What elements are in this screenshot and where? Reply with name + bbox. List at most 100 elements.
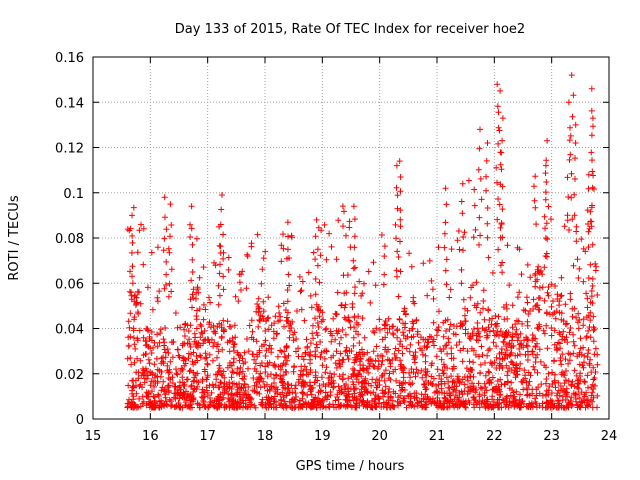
data-point	[255, 323, 262, 330]
data-point	[233, 404, 240, 411]
data-point-peak	[219, 192, 225, 198]
data-point	[461, 381, 468, 388]
data-point	[584, 372, 591, 379]
data-point	[323, 364, 330, 371]
data-point	[268, 383, 274, 390]
y-tick-label: 0.04	[55, 323, 84, 338]
data-point	[556, 302, 563, 309]
data-point	[472, 351, 479, 358]
data-point	[444, 398, 450, 405]
data-point	[513, 399, 520, 406]
data-point	[162, 325, 169, 331]
data-point	[288, 234, 295, 241]
data-point	[342, 348, 349, 355]
data-point	[322, 326, 329, 333]
data-point-peak	[352, 284, 358, 291]
data-point	[420, 336, 427, 343]
data-point-peak	[312, 291, 319, 298]
data-point-peak	[585, 171, 592, 178]
data-point	[302, 350, 309, 357]
data-point-peak	[573, 228, 580, 235]
data-point	[407, 374, 414, 381]
data-point	[524, 261, 531, 268]
data-point	[532, 283, 539, 290]
data-point	[299, 278, 306, 285]
data-point	[210, 402, 217, 409]
data-point	[329, 332, 336, 339]
data-point	[369, 376, 376, 383]
data-point	[236, 403, 243, 410]
data-point	[471, 404, 478, 411]
data-point	[160, 378, 167, 385]
data-point	[409, 325, 416, 332]
data-point	[575, 275, 582, 281]
data-point	[393, 377, 400, 384]
data-point	[353, 395, 360, 402]
data-point	[532, 359, 539, 365]
data-point	[512, 321, 519, 328]
data-point	[577, 370, 584, 377]
data-point	[395, 293, 402, 300]
data-point	[363, 388, 370, 395]
data-point	[435, 324, 442, 330]
data-point	[210, 322, 217, 329]
data-point	[130, 384, 137, 391]
data-point	[325, 375, 332, 381]
data-point	[323, 348, 330, 355]
data-point	[503, 401, 510, 408]
data-point	[433, 402, 440, 409]
data-point	[481, 400, 488, 407]
data-point	[236, 394, 243, 400]
data-point	[447, 286, 454, 293]
data-point	[175, 389, 182, 396]
data-point	[257, 375, 264, 382]
data-point	[531, 197, 538, 204]
data-point	[365, 357, 372, 364]
data-point	[576, 265, 583, 272]
data-point	[255, 295, 262, 302]
data-point	[307, 340, 314, 347]
data-point	[504, 393, 511, 400]
data-point	[360, 397, 367, 404]
data-point-peak	[494, 103, 501, 110]
data-point	[282, 361, 289, 368]
data-point	[460, 296, 467, 303]
data-point	[458, 388, 465, 395]
data-point	[246, 399, 253, 406]
data-point-peak	[459, 210, 466, 217]
data-point	[519, 379, 526, 386]
x-tick-label: 23	[543, 429, 560, 444]
data-point	[125, 334, 132, 341]
data-point-peak	[499, 115, 506, 122]
data-point	[585, 327, 592, 334]
data-point	[511, 403, 518, 410]
data-point	[241, 349, 248, 356]
data-point	[358, 380, 365, 386]
data-point	[301, 317, 308, 324]
data-point	[143, 393, 150, 400]
data-point	[215, 348, 222, 355]
data-point	[155, 393, 162, 399]
data-point	[418, 367, 425, 374]
data-point	[236, 279, 243, 286]
data-point-peak	[564, 212, 571, 219]
data-point-peak	[163, 271, 170, 278]
data-point-peak	[393, 235, 399, 242]
data-point	[572, 396, 579, 402]
data-point	[450, 402, 457, 409]
data-point	[508, 349, 515, 356]
axis-ticks: 15 16 17 18 19 20 21 22 23 24 0 0.02 0.04 0.06 0.08 0.1…	[55, 51, 617, 444]
data-point	[359, 383, 366, 390]
data-point-peak	[495, 140, 502, 147]
data-point	[358, 292, 365, 299]
data-point	[171, 394, 177, 401]
data-point	[442, 342, 449, 349]
data-point-peak	[396, 158, 403, 165]
data-point	[262, 248, 269, 255]
data-point	[451, 379, 458, 386]
data-point	[436, 308, 442, 315]
data-point	[556, 392, 563, 399]
data-point	[465, 377, 471, 384]
data-point	[188, 401, 194, 408]
data-point	[424, 339, 431, 346]
